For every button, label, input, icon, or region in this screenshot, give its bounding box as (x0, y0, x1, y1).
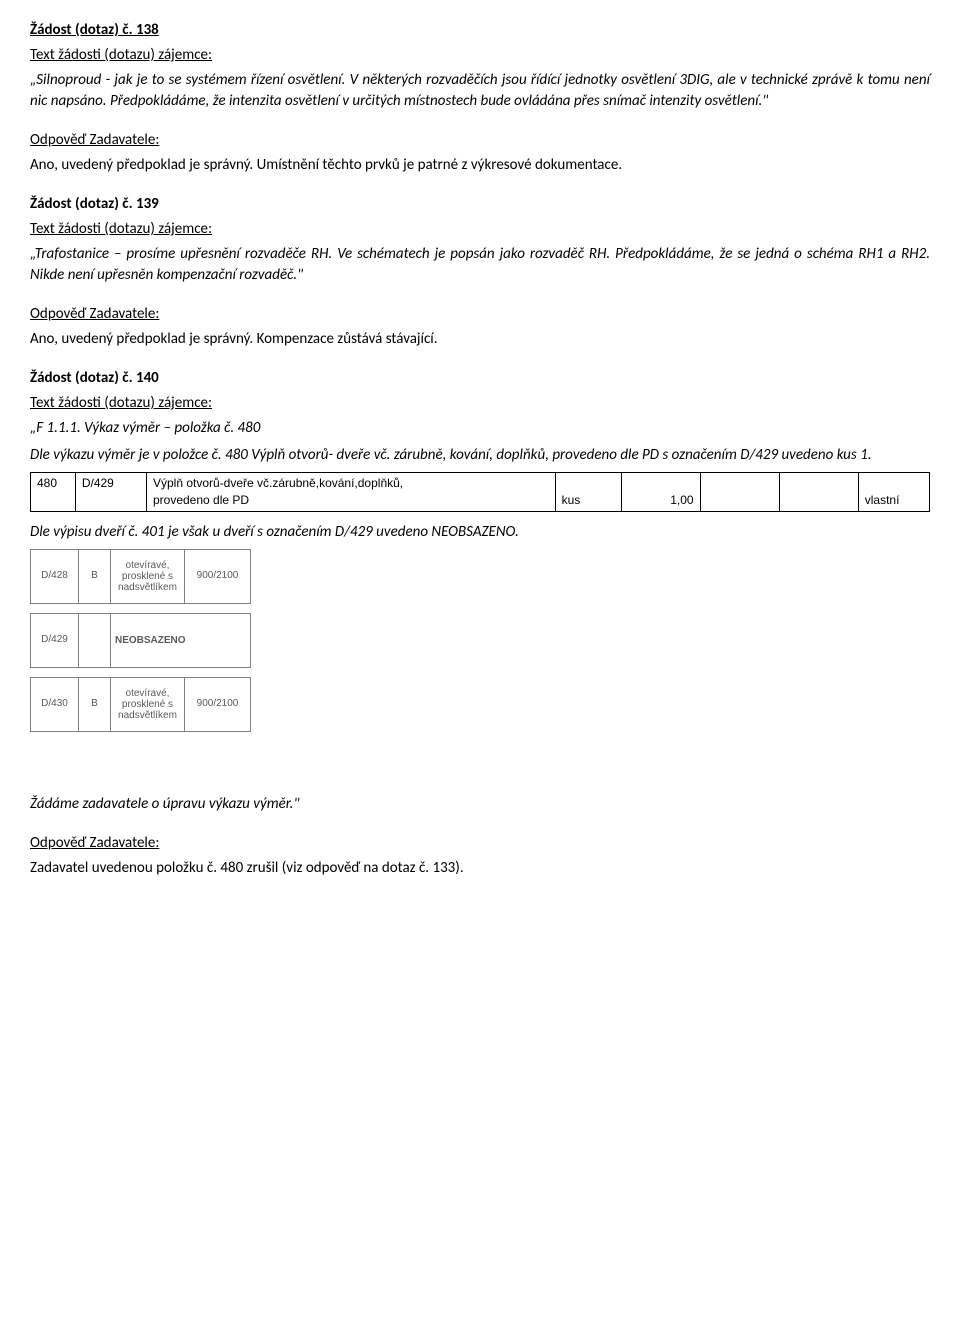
table-row: D/429 NEOBSAZENO (31, 613, 251, 667)
cell: B (79, 549, 111, 603)
cell: D/429 (31, 613, 79, 667)
q138-title: Žádost (dotaz) č. 138 (30, 20, 930, 41)
q140-sub: Text žádosti (dotazu) zájemce: (30, 393, 930, 414)
cell (79, 613, 111, 667)
q138-ans-label: Odpověď Zadavatele: (30, 130, 930, 151)
cell-unit: kus (555, 473, 621, 512)
cell: 900/2100 (185, 549, 251, 603)
cell-desc-l2: provedeno dle PD (153, 493, 249, 507)
q138-sub: Text žádosti (dotazu) zájemce: (30, 45, 930, 66)
q138-ans: Ano, uvedený předpoklad je správný. Umís… (30, 155, 930, 176)
cell-empty (779, 473, 858, 512)
q140-small-table: D/428 B otevíravé,prosklené snadsvětlíke… (30, 549, 251, 732)
cell: B (79, 677, 111, 731)
cell-own: vlastní (858, 473, 929, 512)
cell: 900/2100 (185, 677, 251, 731)
cell-qty: 1,00 (621, 473, 700, 512)
cell-neobsazeno: NEOBSAZENO (111, 613, 251, 667)
q138-text: „Silnoproud - jak je to se systémem říze… (30, 70, 930, 112)
cell: D/430 (31, 677, 79, 731)
cell-num: 480 (31, 473, 76, 512)
q140-title: Žádost (dotaz) č. 140 (30, 368, 930, 389)
q140-line1: „F 1.1.1. Výkaz výměr – položka č. 480 (30, 418, 930, 439)
cell: D/428 (31, 549, 79, 603)
q140-line4: Žádáme zadavatele o úpravu výkazu výměr.… (30, 794, 930, 815)
q139-title: Žádost (dotaz) č. 139 (30, 194, 930, 215)
q140-ans: Zadavatel uvedenou položku č. 480 zrušil… (30, 858, 930, 879)
q139-text: „Trafostanice – prosíme upřesnění rozvad… (30, 244, 930, 286)
q140-line3: Dle výpisu dveří č. 401 je však u dveří … (30, 522, 930, 543)
cell-desc: Výplň otvorů-dveře vč.zárubně,kování,dop… (146, 473, 555, 512)
cell-code: D/429 (75, 473, 146, 512)
cell: otevíravé,prosklené snadsvětlíkem (111, 549, 185, 603)
q140-line2: Dle výkazu výměr je v položce č. 480 Výp… (30, 445, 930, 466)
q140-wide-table: 480 D/429 Výplň otvorů-dveře vč.zárubně,… (30, 472, 930, 512)
table-row: D/430 B otevíravé,prosklené snadsvětlíke… (31, 677, 251, 731)
q139-ans: Ano, uvedený předpoklad je správný. Komp… (30, 329, 930, 350)
cell: otevíravé,prosklené snadsvětlíkem (111, 677, 185, 731)
table-row: D/428 B otevíravé,prosklené snadsvětlíke… (31, 549, 251, 603)
q139-sub: Text žádosti (dotazu) zájemce: (30, 219, 930, 240)
cell-desc-l1: Výplň otvorů-dveře vč.zárubně,kování,dop… (153, 476, 403, 490)
q140-ans-label: Odpověď Zadavatele: (30, 833, 930, 854)
cell-empty (700, 473, 779, 512)
table-row: 480 D/429 Výplň otvorů-dveře vč.zárubně,… (31, 473, 930, 512)
q139-ans-label: Odpověď Zadavatele: (30, 304, 930, 325)
